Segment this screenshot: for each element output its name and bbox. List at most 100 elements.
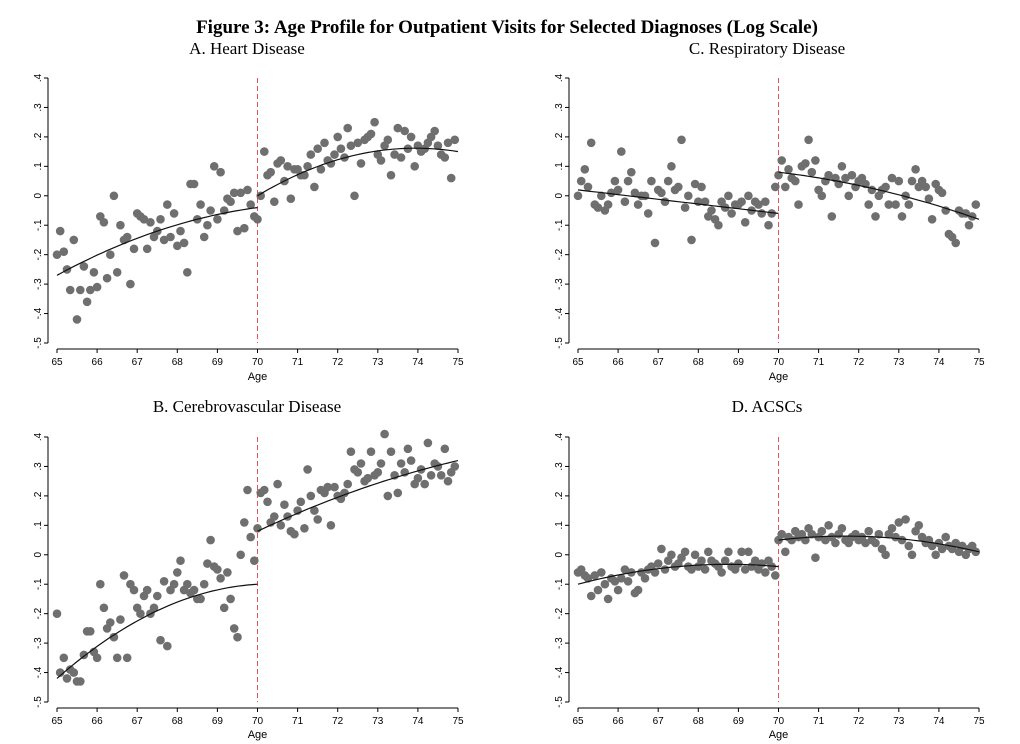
data-point	[126, 279, 135, 289]
data-point	[386, 447, 396, 457]
data-point	[240, 518, 249, 527]
data-point	[52, 609, 62, 618]
data-point	[86, 285, 95, 295]
x-tick-label: 69	[733, 357, 745, 368]
y-tick-label: .2	[33, 491, 44, 500]
x-tick-label: 67	[653, 357, 665, 368]
data-point	[927, 541, 937, 551]
data-point	[366, 447, 376, 457]
x-tick-label: 72	[332, 357, 344, 368]
data-point	[79, 650, 89, 660]
data-point	[724, 547, 733, 557]
x-tick-label: 67	[132, 716, 144, 727]
data-point	[914, 521, 924, 530]
data-point	[821, 535, 830, 545]
data-point	[260, 147, 269, 156]
data-point	[680, 203, 690, 212]
data-point	[690, 179, 700, 189]
x-axis-label: Age	[769, 729, 789, 741]
x-tick-label: 74	[933, 357, 945, 368]
data-point	[153, 591, 162, 601]
data-point	[720, 556, 730, 565]
data-point	[216, 167, 225, 177]
data-point	[136, 609, 145, 618]
data-point	[887, 524, 897, 533]
data-point	[423, 438, 433, 448]
data-point	[216, 574, 225, 583]
data-point	[971, 547, 981, 557]
data-point	[213, 565, 222, 574]
data-point	[791, 176, 800, 186]
x-tick-label: 74	[412, 357, 424, 368]
y-tick-label: .1	[33, 521, 44, 530]
y-tick-label: -.5	[33, 337, 44, 349]
data-point	[881, 550, 890, 560]
data-point	[59, 653, 69, 663]
data-point	[450, 462, 460, 471]
data-point	[376, 459, 386, 468]
data-point	[871, 538, 880, 548]
x-tick-label: 65	[572, 357, 584, 368]
data-point	[831, 538, 840, 548]
y-tick-label: -.2	[554, 248, 565, 260]
data-point	[206, 535, 215, 545]
data-point	[183, 579, 192, 589]
data-point	[576, 176, 586, 186]
data-point	[176, 226, 185, 236]
x-tick-label: 67	[132, 357, 144, 368]
data-point	[406, 132, 416, 142]
data-point	[586, 138, 596, 148]
y-tick-label: .4	[554, 432, 565, 441]
y-tick-label: -.5	[554, 337, 565, 349]
data-point	[189, 585, 199, 595]
data-point	[807, 529, 817, 539]
fit-curve-right	[257, 460, 459, 532]
y-tick-label: 0	[554, 552, 565, 558]
data-point	[356, 459, 366, 468]
panel-title: C. Respiratory Disease	[689, 39, 845, 58]
data-point	[623, 176, 633, 186]
data-point	[79, 262, 89, 271]
data-point	[109, 632, 119, 642]
x-tick-label: 68	[172, 357, 184, 368]
data-point	[921, 182, 930, 192]
data-point	[316, 165, 326, 174]
data-point	[667, 550, 676, 560]
data-point	[704, 547, 713, 557]
x-tick-label: 73	[893, 716, 905, 727]
x-tick-label: 74	[933, 716, 945, 727]
data-point	[159, 577, 169, 586]
y-tick-label: -.3	[554, 637, 565, 649]
x-tick-label: 73	[372, 716, 384, 727]
data-point	[600, 579, 610, 589]
fit-curve-right	[257, 147, 459, 197]
panel-title: A. Heart Disease	[189, 39, 305, 58]
data-point	[610, 577, 620, 586]
data-point	[383, 491, 393, 501]
data-point	[52, 250, 62, 259]
data-point	[824, 170, 833, 180]
data-point	[811, 156, 820, 165]
data-point	[430, 126, 440, 136]
data-point	[236, 188, 245, 198]
data-point	[864, 200, 873, 209]
x-tick-label: 65	[51, 357, 63, 368]
data-point	[276, 156, 286, 165]
data-point	[233, 226, 242, 236]
data-point	[306, 150, 316, 159]
x-tick-label: 67	[653, 716, 665, 727]
data-point	[777, 529, 786, 539]
data-point	[290, 529, 299, 539]
data-point	[687, 565, 696, 574]
data-point	[777, 156, 786, 165]
x-tick-label: 68	[693, 716, 705, 727]
data-point	[771, 571, 780, 580]
data-point	[246, 532, 255, 542]
data-point	[684, 191, 693, 201]
data-point	[413, 473, 423, 483]
data-point	[243, 185, 252, 195]
y-tick-label: -.1	[33, 219, 44, 231]
data-point	[446, 173, 456, 183]
data-point	[156, 635, 165, 645]
data-point	[650, 238, 660, 248]
